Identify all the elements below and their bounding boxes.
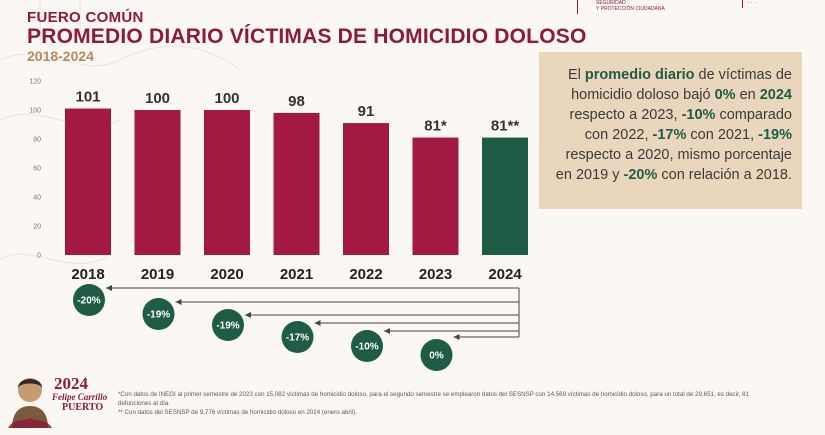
bar-2023 — [412, 137, 459, 255]
comparison-badge — [212, 309, 244, 341]
summary-highlight: promedio diario — [584, 67, 695, 83]
value-label: 100 — [145, 90, 170, 107]
x-tick-label: 2018 — [71, 266, 104, 283]
bar-2018 — [65, 108, 111, 255]
connector-arrow — [245, 312, 251, 318]
value-label: 101 — [75, 89, 100, 106]
value-label: 100 — [214, 90, 239, 107]
comparison-badge — [142, 298, 175, 330]
y-tick-label: 80 — [33, 137, 41, 144]
bar-2024 — [482, 137, 528, 255]
summary-highlight: 0% — [714, 87, 736, 103]
summary-highlight: -20% — [623, 167, 658, 183]
brand-block: 2024 Felipe Carrillo PUERTO — [6, 366, 114, 432]
x-tick-label: 2019 — [141, 266, 174, 283]
bar-2019 — [134, 110, 181, 255]
summary-highlight: -19% — [758, 127, 792, 143]
comparison-label: -19% — [147, 310, 170, 321]
x-tick-label: 2023 — [419, 266, 452, 283]
footnote-1: *Con datos de INEGI al primer semestre d… — [118, 391, 750, 407]
x-tick-label: 2021 — [280, 266, 313, 283]
portrait-emblem — [8, 378, 52, 428]
summary-text: de víctimas de homicidio doloso bajó — [571, 67, 792, 103]
x-tick-label: 2024 — [488, 266, 522, 283]
brand-city: PUERTO — [62, 402, 104, 413]
x-tick-label: 2022 — [349, 266, 382, 283]
comparison-label: -19% — [216, 321, 239, 332]
summary-text: respecto a 2023, — [569, 107, 682, 123]
value-label: 81** — [491, 118, 520, 135]
summary-text: en — [735, 87, 760, 103]
page-title: PROMEDIO DIARIO VÍCTIMAS DE HOMICIDIO DO… — [27, 25, 587, 48]
brand-name: Felipe Carrillo — [52, 392, 108, 402]
comparison-label: -17% — [286, 333, 309, 344]
y-tick-label: 120 — [29, 79, 41, 86]
period: 2018-2024 — [27, 48, 94, 64]
comparison-label: -20% — [77, 296, 100, 307]
header-mark: · · · — [742, 0, 756, 8]
bar-2021 — [273, 112, 320, 256]
summary-highlight: -10% — [681, 107, 716, 123]
footnote-2: ** Con datos del SESNSP de 9,776 víctima… — [118, 409, 357, 416]
y-tick-label: 60 — [33, 166, 41, 173]
comparison-label: -10% — [355, 342, 378, 353]
brand-year: 2024 — [54, 374, 88, 393]
bar-2020 — [204, 110, 250, 255]
summary-text: comparado con 2022, — [584, 107, 792, 143]
bar-2022 — [343, 123, 389, 255]
summary-text: respecto a 2020, mismo porcentaje en 201… — [555, 147, 792, 183]
summary-text: con 2021, — [686, 127, 759, 143]
comparison-badge — [420, 339, 453, 371]
summary-highlight: -17% — [652, 127, 687, 143]
kicker: FUERO COMÚN — [27, 9, 144, 26]
value-label: 98 — [288, 93, 305, 110]
summary-box: El promedio diario de víctimas de homici… — [539, 52, 802, 209]
y-tick-label: 40 — [33, 195, 41, 202]
y-tick-label: 100 — [29, 108, 41, 115]
footnotes: *Con datos de INEGI al primer semestre d… — [118, 390, 758, 417]
connector-arrow — [106, 285, 112, 291]
comparison-badge — [281, 321, 314, 353]
value-label: 81* — [424, 118, 447, 135]
government-logo: SEGURIDAD Y PROTECCIÓN CIUDADANA — [577, 0, 746, 14]
summary-text: con relación a 2018. — [657, 167, 792, 183]
connector-arrow — [453, 334, 460, 340]
x-tick-label: 2020 — [210, 266, 243, 283]
summary-text: El — [567, 67, 585, 83]
connector-arrow — [175, 299, 182, 305]
y-tick-label: 20 — [33, 224, 41, 231]
connector-arrow — [384, 328, 390, 334]
comparison-label: 0% — [429, 351, 444, 362]
connector-arrow — [314, 320, 321, 326]
value-label: 91 — [358, 103, 375, 120]
summary-highlight: 2024 — [759, 87, 792, 103]
comparison-badge — [351, 330, 383, 362]
comparison-badge — [73, 284, 105, 316]
y-tick-label: 0 — [37, 253, 41, 260]
